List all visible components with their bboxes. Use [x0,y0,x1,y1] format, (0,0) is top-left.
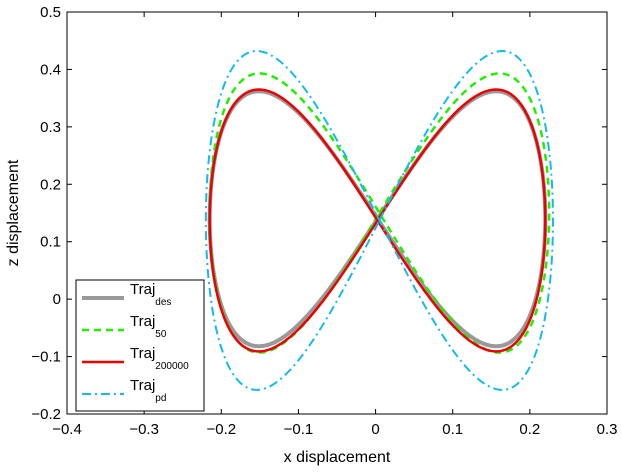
x-tick-label: −0.2 [206,421,236,438]
y-tick-label: 0.2 [40,176,61,193]
legend-box [75,279,205,412]
y-tick-label: 0.5 [40,4,61,21]
x-tick-label: 0.2 [519,421,540,438]
x-tick-label: 0 [371,421,379,438]
legend-subscript-pd: pd [155,393,166,404]
plot-frame [66,11,608,415]
y-axis-label: z displacement [5,159,22,266]
legend-subscript-200000: 200000 [155,361,189,372]
series-line-200000 [208,88,547,353]
x-axis-label: x displacement [284,449,391,466]
x-tick-label: −0.4 [52,421,82,438]
x-tick-label: 0.1 [442,421,463,438]
y-tick-label: 0.3 [40,119,61,136]
y-tick-label: 0 [53,291,61,308]
y-tick-label: −0.1 [31,349,61,366]
x-tick-label: −0.1 [284,421,314,438]
legend-subscript-des: des [155,297,171,308]
legend-subscript-50: 50 [155,329,167,340]
x-tick-label: −0.3 [129,421,159,438]
y-tick-label: 0.1 [40,234,61,251]
x-tick-label: 0.3 [597,421,618,438]
ticks-layer: −0.4 −0.3 −0.2 −0.1 0 0.1 0.2 0.3 −0.2 −0.1 0 0.1 0.… [31,4,617,438]
series-line-pd [204,50,554,391]
y-tick-label: −0.2 [31,406,61,423]
y-tick-label: 0.4 [40,61,61,78]
series-layer [204,50,554,391]
